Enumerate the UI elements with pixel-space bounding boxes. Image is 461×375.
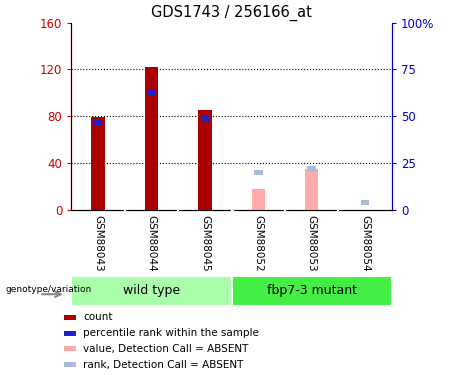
Bar <box>94 119 102 125</box>
Bar <box>64 331 76 336</box>
Title: GDS1743 / 256166_at: GDS1743 / 256166_at <box>151 5 312 21</box>
Text: wild type: wild type <box>123 284 180 297</box>
Text: GSM88043: GSM88043 <box>93 215 103 272</box>
Bar <box>252 189 265 210</box>
Bar <box>254 170 263 176</box>
Bar <box>64 346 76 351</box>
Text: GSM88054: GSM88054 <box>360 215 370 272</box>
Text: GSM88045: GSM88045 <box>200 215 210 272</box>
Bar <box>64 315 76 320</box>
Bar <box>145 67 158 210</box>
Bar <box>147 89 156 95</box>
Bar <box>231 276 392 306</box>
Text: percentile rank within the sample: percentile rank within the sample <box>83 328 259 338</box>
Bar <box>361 200 369 206</box>
Text: GSM88052: GSM88052 <box>254 215 263 272</box>
Bar <box>198 110 212 210</box>
Text: count: count <box>83 312 113 322</box>
Bar <box>307 166 316 172</box>
Text: GSM88053: GSM88053 <box>307 215 317 272</box>
Bar <box>91 117 105 210</box>
Text: GSM88044: GSM88044 <box>147 215 157 272</box>
Bar <box>64 362 76 367</box>
Text: value, Detection Call = ABSENT: value, Detection Call = ABSENT <box>83 344 249 354</box>
Text: rank, Detection Call = ABSENT: rank, Detection Call = ABSENT <box>83 360 244 370</box>
Text: fbp7-3 mutant: fbp7-3 mutant <box>267 284 357 297</box>
Bar <box>201 115 209 121</box>
Bar <box>305 169 319 210</box>
Text: genotype/variation: genotype/variation <box>6 285 92 294</box>
Bar <box>71 276 231 306</box>
